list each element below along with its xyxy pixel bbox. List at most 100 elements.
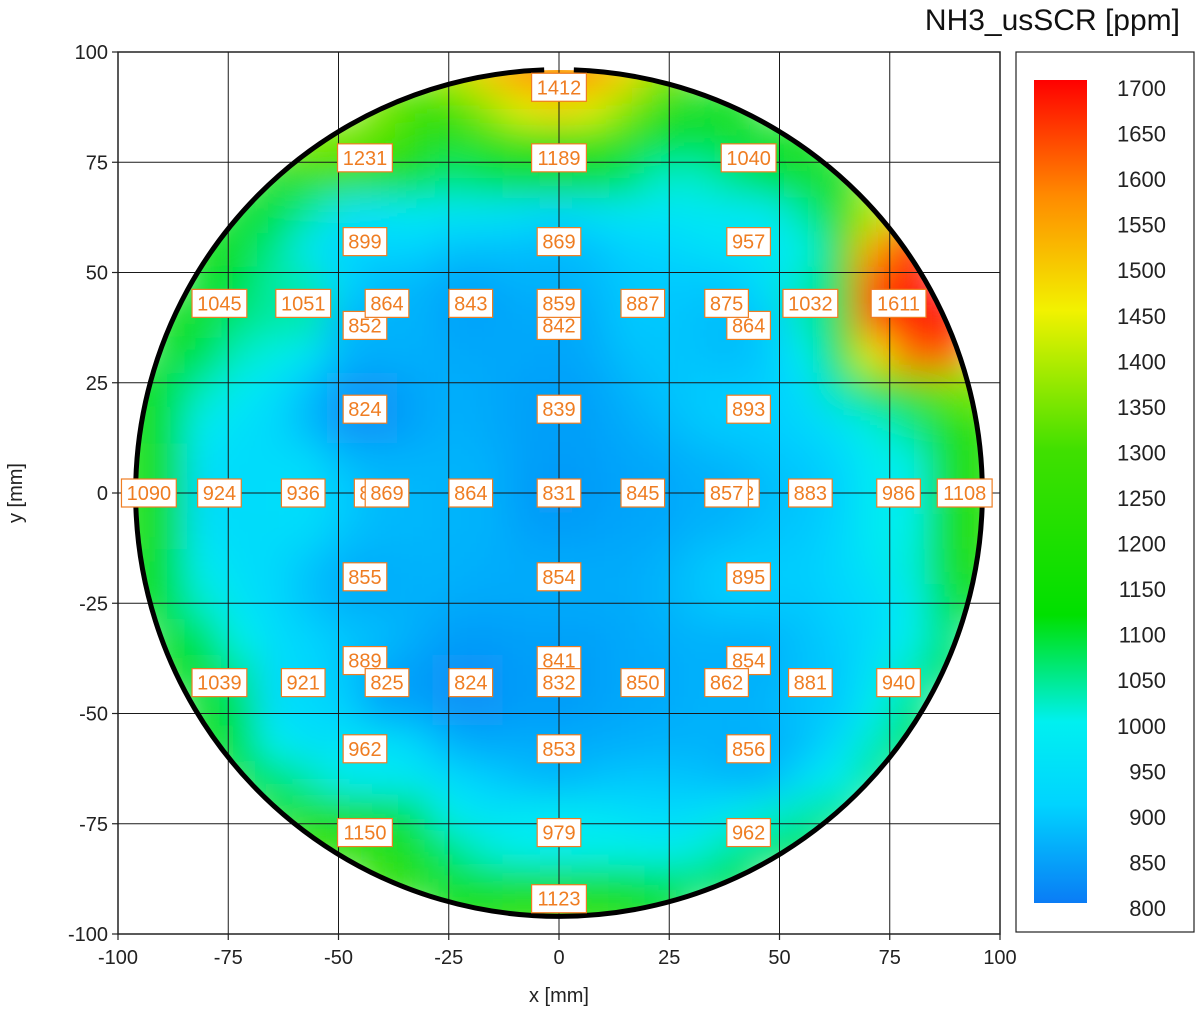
point-label-box [280,478,326,508]
point-value: 864 [370,293,403,315]
point-label-box [530,884,587,914]
point-value: 1051 [281,293,326,315]
circle-outline [133,67,985,919]
point-label-box [536,562,582,592]
point-value: 875 [710,293,743,315]
point-value: 962 [732,823,765,845]
colorbar-tick-label: 1200 [1117,532,1166,557]
point-label-box [275,288,332,318]
point-label: 887 [620,288,666,318]
point-label-box [191,288,248,318]
point-label-box [364,668,410,698]
point-value: 957 [732,232,765,254]
colorbar-tick-label: 1450 [1117,304,1166,329]
colorbar-tick-label: 1050 [1117,668,1166,693]
point-label: 859 [536,288,582,318]
point-label-box [876,478,921,508]
point-value: 859 [542,293,575,315]
point-value: 1150 [343,823,386,845]
x-tick-label: 50 [768,947,790,969]
point-label: 825 [364,668,410,698]
point-label: 864 [448,478,494,508]
colorbar-tick-label: 1100 [1119,623,1166,648]
x-tick-label: 0 [553,947,564,969]
point-label: 1611 [870,288,927,318]
colorbar-tick-label: 1250 [1117,486,1166,511]
point-label-box [720,143,777,173]
point-value: 839 [542,399,575,421]
point-label-box [704,478,749,508]
point-label: 979 [536,817,582,848]
point-label-box [536,817,582,848]
point-label: 1040 [720,143,777,173]
point-value: 1189 [537,148,580,170]
point-label-box [342,394,388,424]
point-label: 869 [364,478,410,508]
point-label-box [448,668,494,698]
point-value: 1032 [788,293,833,315]
point-label: 862 [704,668,749,698]
colorbar-tick-label: 1350 [1117,395,1166,420]
point-label: 895 [726,562,772,592]
colorbar-tick-label: 1600 [1117,167,1166,192]
point-value: 1040 [726,148,771,170]
x-tick-label: -50 [324,947,353,969]
point-value: 869 [542,232,575,254]
point-label-box [530,143,587,173]
point-label-box [120,478,177,508]
point-label-box [704,288,749,318]
colorbar-tick-label: 1400 [1117,349,1166,374]
chart-title: NH3_usSCR [ppm] [924,4,1180,37]
colorbar-ticks: 1700 1650 1600 1550 1500 1450 1400 1350 1300 1250… [1117,76,1166,921]
colorbar-tick-label: 950 [1129,759,1166,784]
x-tick-label: -100 [98,947,138,969]
point-value: 899 [348,232,381,254]
y-tick-label: 100 [75,42,108,64]
colorbar-tick-label: 900 [1129,805,1166,830]
point-value: 855 [348,567,381,589]
point-value: 854 [732,651,765,673]
point-value: 864 [732,315,765,337]
point-label-box [342,562,388,592]
x-tick-label: 25 [658,947,680,969]
point-value: 824 [348,399,381,421]
point-label-box [726,734,772,764]
colorbar-tick-label: 1650 [1117,122,1166,147]
point-label: 850 [620,668,666,698]
point-label-box [620,478,666,508]
point-label-box [191,668,248,698]
point-label: 1090 [120,478,177,508]
point-label: 924 [197,478,242,508]
point-value: 921 [287,673,320,695]
y-tick-label: 0 [97,483,108,505]
point-label: 899 [342,227,388,257]
y-tick-label: 25 [86,373,108,395]
y-tick-label: -25 [79,593,108,615]
x-tick-label: 100 [983,947,1016,969]
point-label: 824 [448,668,494,698]
point-label: 853 [536,734,582,764]
point-value: 824 [454,673,487,695]
point-value: 1039 [197,673,242,695]
point-value: 924 [203,483,236,505]
point-label-box [536,394,582,424]
point-label-box [336,143,393,173]
point-label-box [530,72,587,102]
point-label: 962 [726,817,772,848]
point-value: 864 [454,483,487,505]
grid-lines [118,52,1000,934]
point-label-box [536,478,582,508]
point-label-box [536,288,582,318]
point-label-box [704,668,749,698]
point-value: 832 [542,673,575,695]
point-value: 1412 [537,77,582,99]
y-tick-label: -50 [79,704,108,726]
point-value: 893 [732,399,765,421]
point-value: 986 [882,483,915,505]
colorbar-tick-label: 1550 [1117,213,1166,238]
point-value: 881 [794,673,827,695]
point-label: 936 [280,478,326,508]
point-value: 845 [626,483,659,505]
point-label: 1045 [191,288,248,318]
point-label: 856 [726,734,772,764]
